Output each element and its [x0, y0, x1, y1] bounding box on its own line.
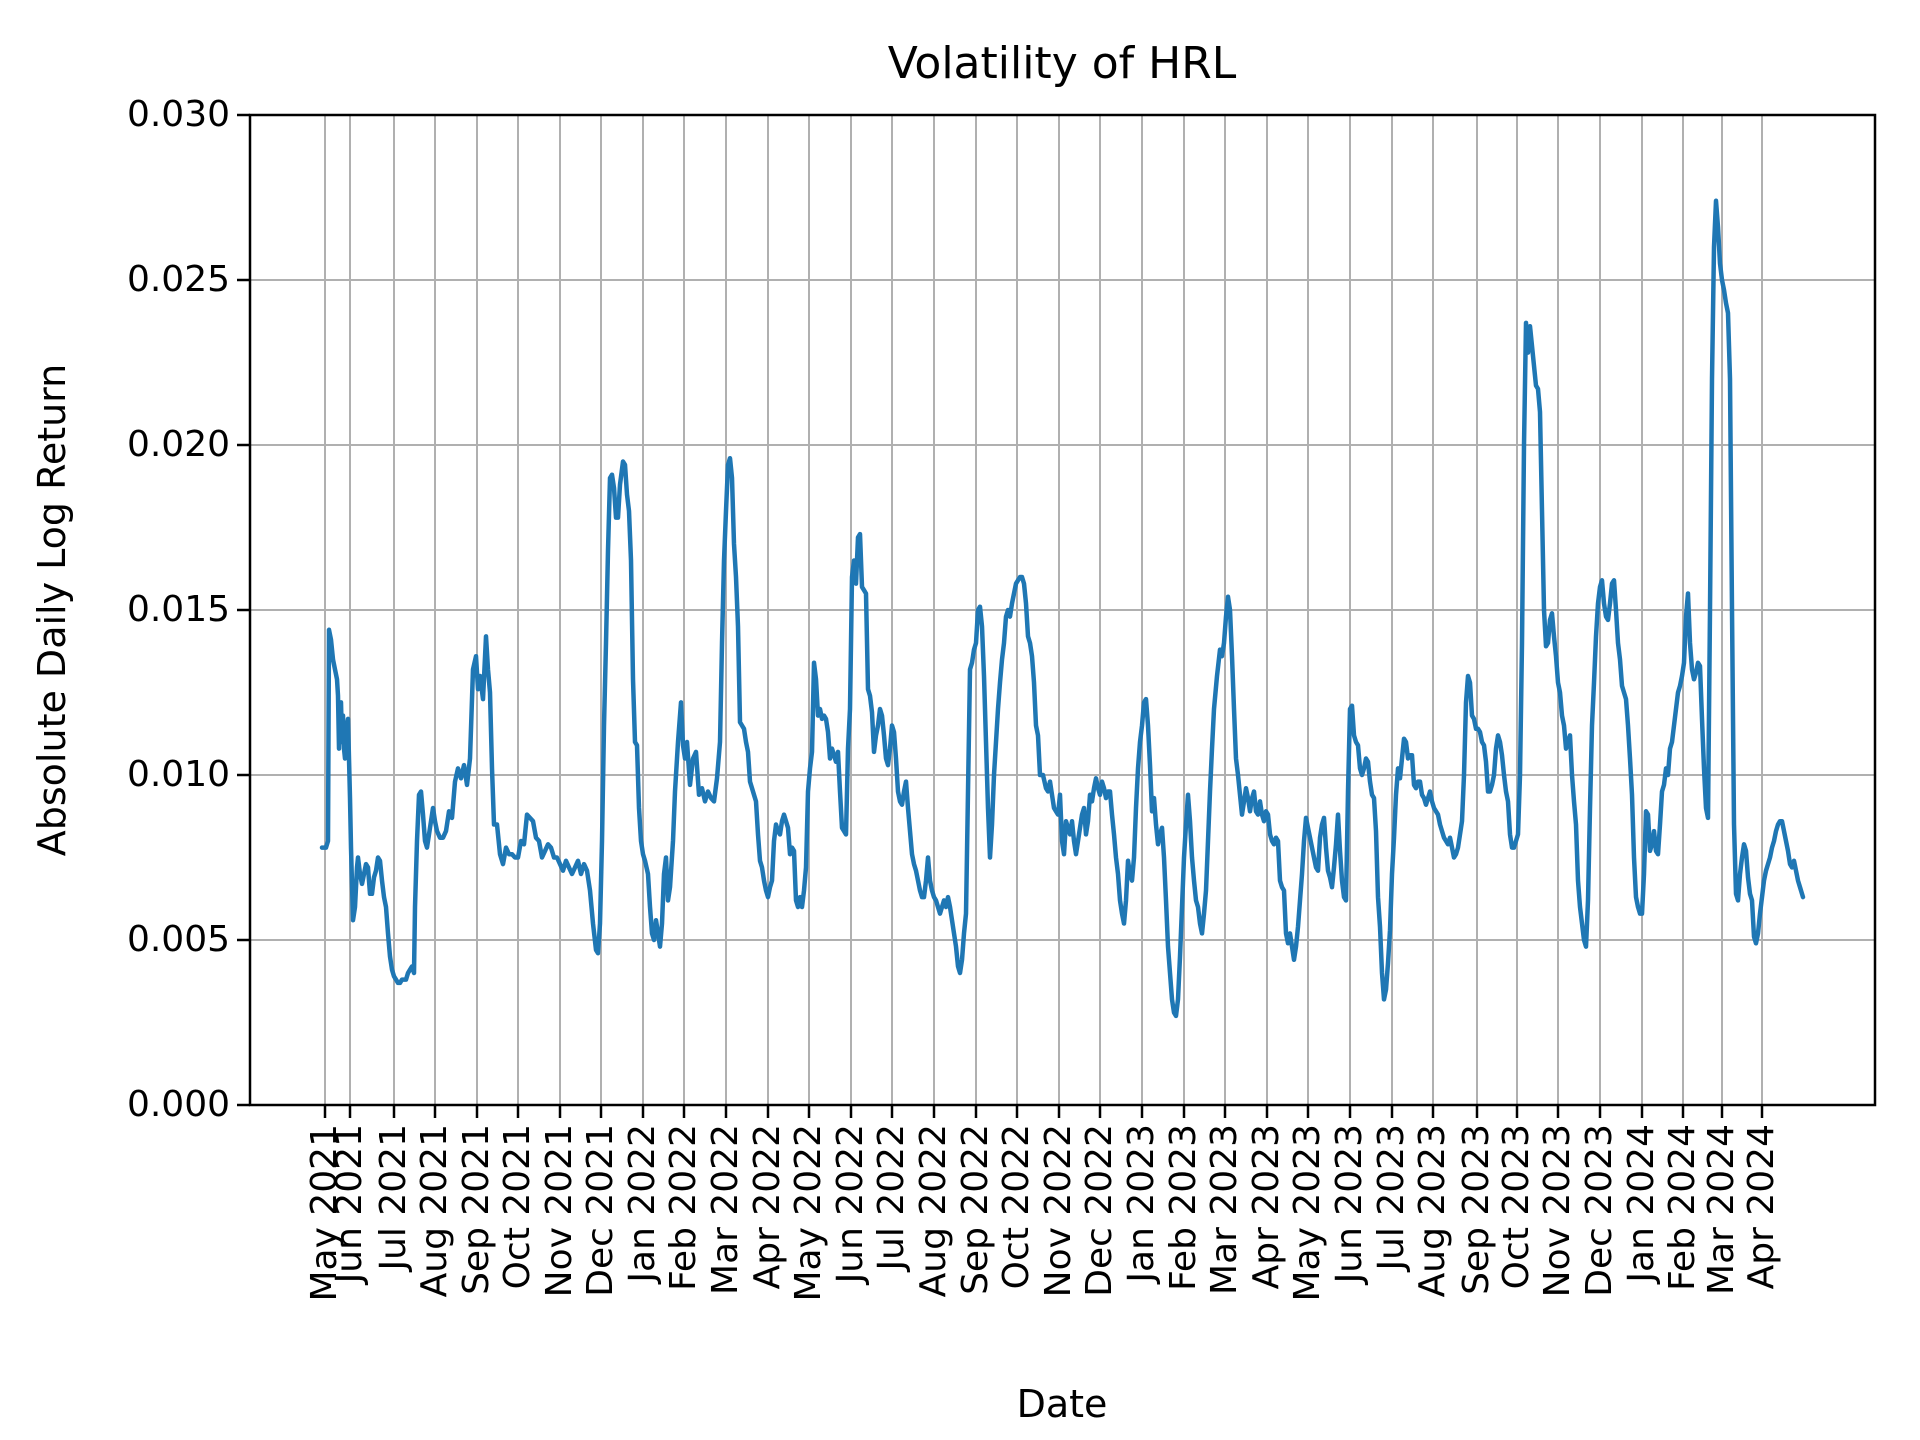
x-tick-label: Mar 2024 [1701, 1124, 1742, 1295]
x-tick-label: Dec 2021 [580, 1124, 621, 1297]
x-tick-label: Feb 2023 [1163, 1124, 1204, 1291]
x-tick-label: Jul 2022 [871, 1124, 912, 1271]
x-tick-label: Jan 2022 [622, 1124, 663, 1283]
x-tick-label: Jan 2024 [1621, 1124, 1662, 1283]
x-tick-label: Jun 2021 [329, 1124, 370, 1284]
x-tick-label: Oct 2021 [497, 1124, 538, 1290]
y-tick-label: 0.005 [126, 919, 230, 960]
y-tick-label: 0.020 [126, 424, 230, 465]
x-tick-label: Aug 2023 [1412, 1124, 1453, 1298]
x-tick-label: Jul 2021 [373, 1124, 414, 1271]
volatility-line [319, 198, 1806, 1019]
x-tick-label: Aug 2022 [913, 1124, 954, 1298]
y-tick-label: 0.030 [126, 94, 230, 135]
x-tick-label: Feb 2024 [1662, 1124, 1703, 1291]
y-tick-label: 0.000 [126, 1084, 230, 1125]
x-tick-label: Sep 2023 [1456, 1124, 1497, 1295]
x-axis-label: Date [1016, 1382, 1108, 1426]
x-tick-label: Oct 2023 [1496, 1124, 1537, 1290]
x-tick-label: May 2023 [1287, 1124, 1328, 1302]
x-tick-label: Feb 2022 [663, 1124, 704, 1291]
x-tick-label: Jul 2023 [1371, 1124, 1412, 1271]
y-tick-label: 0.010 [126, 754, 230, 795]
x-tick-label: Mar 2022 [705, 1124, 746, 1295]
x-tick-label: Nov 2023 [1537, 1124, 1578, 1298]
x-tick-label: Apr 2022 [747, 1124, 788, 1290]
x-tick-label: Sep 2022 [955, 1124, 996, 1295]
x-tick-label: Nov 2022 [1038, 1124, 1079, 1298]
x-tick-label: Jan 2023 [1121, 1124, 1162, 1283]
x-tick-label: Jun 2022 [830, 1124, 871, 1284]
chart-title: Volatility of HRL [887, 38, 1237, 89]
x-tick-label: Oct 2022 [996, 1124, 1037, 1290]
x-tick-label: Sep 2021 [456, 1124, 497, 1295]
x-tick-label: Apr 2024 [1741, 1124, 1782, 1290]
x-tick-label: May 2022 [788, 1124, 829, 1302]
x-tick-label: Apr 2023 [1246, 1124, 1287, 1290]
x-tick-label: Aug 2021 [414, 1124, 455, 1298]
y-tick-label: 0.025 [126, 259, 230, 300]
x-tick-label: Jun 2023 [1329, 1124, 1370, 1284]
x-tick-label: Nov 2021 [539, 1124, 580, 1298]
y-axis-label: Absolute Daily Log Return [30, 363, 74, 857]
x-tick-label: Dec 2023 [1579, 1124, 1620, 1297]
y-tick-label: 0.015 [126, 589, 230, 630]
x-tick-label: Mar 2023 [1204, 1124, 1245, 1295]
x-tick-label: Dec 2022 [1079, 1124, 1120, 1297]
